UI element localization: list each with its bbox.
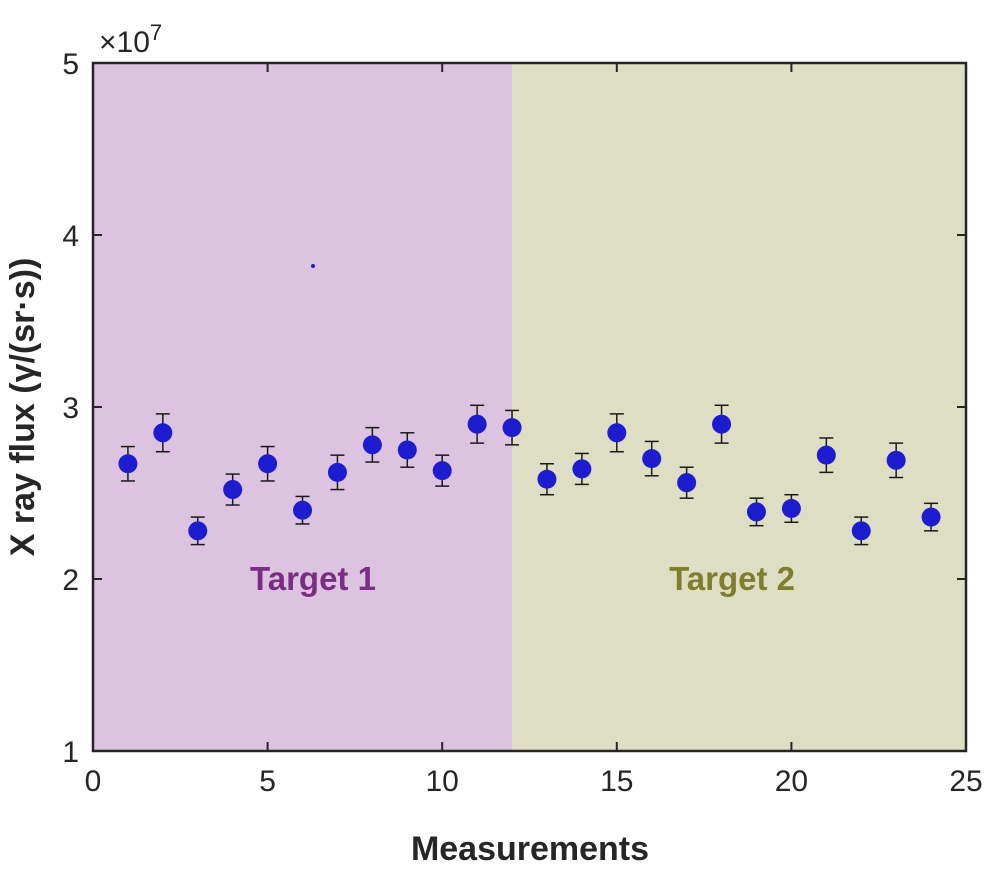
data-point (851, 521, 871, 541)
x-tick-label: 25 (949, 765, 982, 798)
y-axis-label: X ray flux (γ/(sr·s)) (4, 258, 42, 557)
data-point (537, 469, 557, 489)
target-label-2: Target 2 (669, 560, 795, 597)
multiplier-exponent: 7 (150, 20, 162, 45)
data-points (118, 263, 941, 541)
data-point (432, 461, 452, 481)
data-point (327, 462, 347, 482)
x-tick-labels: 0 5 10 15 20 25 (85, 765, 983, 798)
target-region-2 (512, 63, 966, 751)
target-region-1 (93, 63, 513, 751)
y-tick-label: 1 (62, 736, 79, 769)
data-point (188, 521, 208, 541)
y-tick-label: 2 (62, 564, 79, 597)
data-point (572, 459, 592, 479)
data-point (886, 450, 906, 470)
target-region-labels: Target 1 Target 2 (250, 560, 795, 597)
data-point (746, 502, 766, 522)
x-tick-label: 20 (775, 765, 808, 798)
data-point (816, 445, 836, 465)
data-point (781, 498, 801, 518)
data-point (712, 414, 732, 434)
data-point (153, 423, 173, 443)
data-point (921, 507, 941, 527)
data-point (502, 418, 522, 438)
data-point (223, 480, 243, 500)
data-point (607, 423, 627, 443)
axis-ticks (92, 62, 967, 752)
multiplier-base: ×10 (99, 26, 150, 59)
data-point (467, 414, 487, 434)
data-point (397, 440, 417, 460)
target-regions (93, 63, 966, 751)
x-tick-label: 10 (426, 765, 459, 798)
x-tick-label: 5 (259, 765, 276, 798)
data-point (362, 435, 382, 455)
data-point (293, 500, 313, 520)
y-tick-label: 3 (62, 392, 79, 425)
data-point (642, 449, 662, 469)
data-point (118, 454, 138, 474)
data-point (677, 473, 697, 493)
target-label-1: Target 1 (250, 560, 376, 597)
data-point (258, 454, 278, 474)
y-tick-label: 5 (62, 48, 79, 81)
x-tick-label: 15 (600, 765, 633, 798)
y-tick-labels: 1 2 3 4 5 (62, 48, 79, 769)
y-axis-multiplier: ×107 (99, 20, 162, 59)
stray-dot (310, 263, 315, 268)
x-tick-label: 0 (85, 765, 102, 798)
x-axis-label: Measurements (411, 830, 649, 868)
y-tick-label: 4 (62, 220, 79, 253)
